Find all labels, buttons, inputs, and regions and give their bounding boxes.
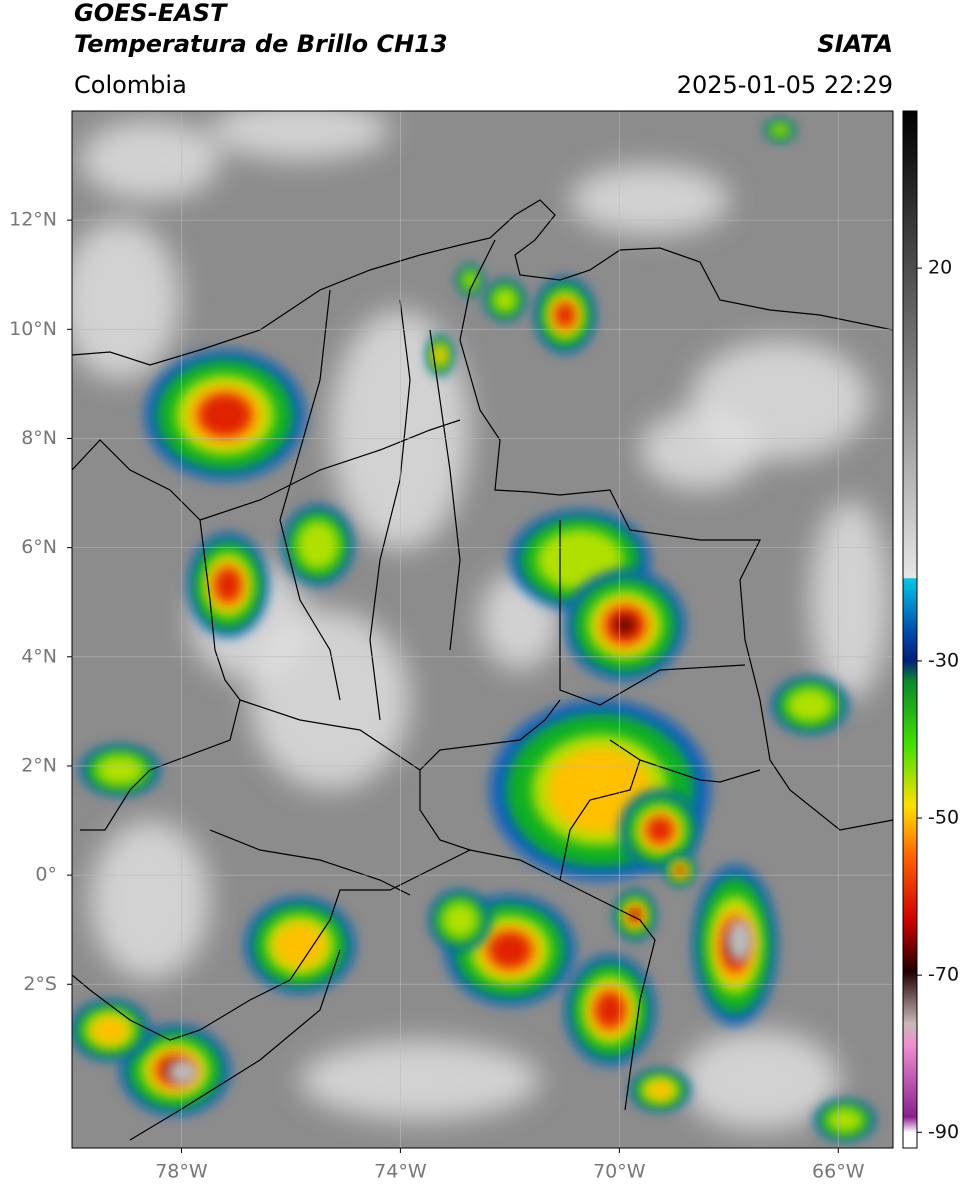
bright-cloud	[210, 111, 390, 160]
convective-cell	[90, 1015, 130, 1045]
convective-cell	[616, 617, 634, 633]
y-tick-label: 10°N	[9, 318, 57, 340]
x-tick-label: 66°W	[812, 1161, 865, 1183]
y-tick-label: 4°N	[21, 645, 57, 667]
bright-cloud	[80, 120, 220, 200]
source: SIATA	[817, 30, 893, 58]
title-line1: GOES-EAST	[74, 0, 228, 27]
convective-cell	[296, 520, 340, 570]
convective-cell	[487, 931, 533, 969]
convective-cell	[197, 392, 253, 438]
bright-cloud	[640, 410, 760, 490]
convective-cell	[646, 816, 674, 844]
y-tick-label: 12°N	[9, 209, 57, 231]
bright-cloud	[90, 820, 210, 980]
convective-cell	[554, 302, 576, 328]
colorbar-tick-label: -70	[928, 964, 959, 986]
overshooting-top	[726, 918, 754, 962]
bright-cloud	[680, 1030, 840, 1130]
overshooting-top	[167, 1058, 199, 1086]
clouds	[72, 111, 890, 1130]
convective-cell	[441, 901, 479, 939]
title-line2: Temperatura de Brillo CH13	[74, 30, 448, 58]
datetime: 2025-01-05 22:29	[677, 71, 893, 99]
colorbar-tick-label: -30	[928, 649, 959, 671]
region: Colombia	[74, 71, 187, 99]
bright-cloud	[300, 1040, 540, 1120]
graticule	[72, 111, 893, 1148]
colorbar-tick-label: -90	[928, 1121, 959, 1143]
colorbar-ticks: 20 -30 -50 -70 -90	[917, 257, 959, 1143]
convective-cell	[594, 991, 626, 1029]
colorbar	[902, 110, 918, 1149]
convective-cell	[770, 123, 790, 137]
colorbar-tick-label: 20	[928, 257, 952, 279]
convective-cell	[677, 867, 683, 873]
convective-cell	[434, 345, 446, 365]
colorbar-tick-label: -50	[928, 807, 959, 829]
bright-cloud	[570, 165, 730, 235]
convective-cell	[462, 270, 478, 290]
y-tick-label: 8°N	[21, 427, 57, 449]
storms	[72, 120, 875, 1140]
convective-cell	[786, 687, 834, 723]
x-tick-label: 78°W	[155, 1161, 208, 1183]
satellite-image	[72, 111, 893, 1148]
convective-cell	[214, 567, 242, 603]
x-tick-label: 70°W	[593, 1161, 646, 1183]
y-tick-label: 2°N	[21, 754, 57, 776]
y-tick-label: 0°	[35, 864, 57, 886]
convective-cell	[645, 1080, 675, 1100]
x-tick-label: 74°W	[374, 1161, 427, 1183]
convective-cell	[273, 921, 327, 969]
convective-cell	[826, 1107, 864, 1133]
convective-cell	[95, 754, 145, 786]
borders	[72, 199, 893, 1141]
y-tick-label: 6°N	[21, 536, 57, 558]
bright-cloud	[72, 220, 180, 380]
bright-cloud	[810, 500, 890, 700]
y-tick-label: 2°S	[23, 973, 57, 995]
map-ticks: 78°W 74°W 70°W 66°W 12°N 10°N 8°N 6°N 4°N 2°N 0° 2°…	[9, 209, 865, 1183]
map-frame	[71, 110, 894, 1149]
convective-cell	[492, 287, 518, 313]
